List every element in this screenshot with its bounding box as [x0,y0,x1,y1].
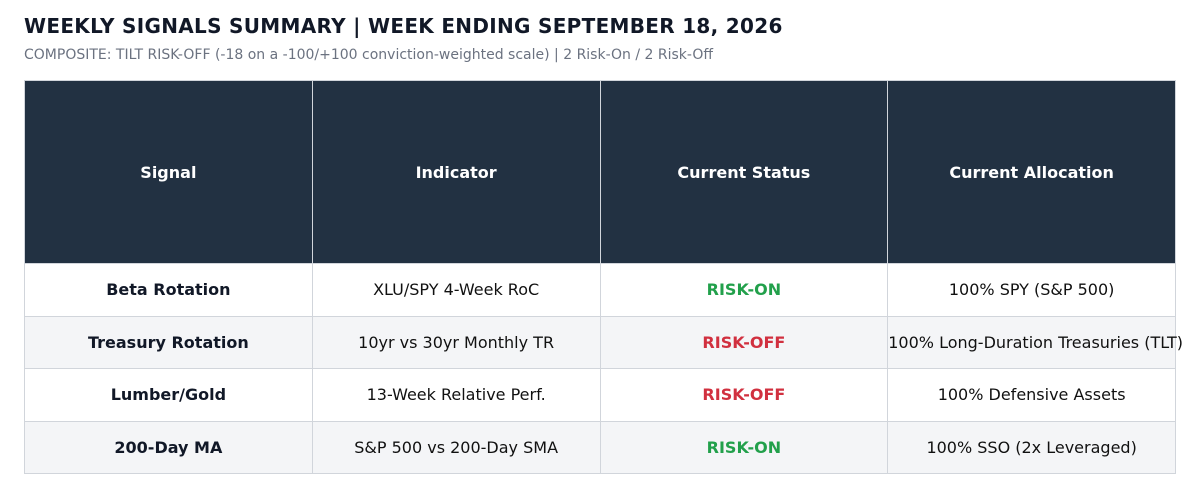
table-cell: 100% Long-Duration Treasuries (TLT) [887,315,1183,369]
column-header: Signal [24,80,313,264]
table-row: Lumber/Gold 13-Week Relative Perf. RISK-OF… [24,368,1176,422]
table-cell: 200-Day MA [24,420,313,474]
status-cell: RISK-ON [599,420,889,474]
subtitle: COMPOSITE: TILT RISK-OFF (-18 on a -100/… [24,47,714,63]
table-row: 200-Day MA S&P 500 vs 200-Day SMA RISK-ON 1… [24,420,1176,474]
title: WEEKLY SIGNALS SUMMARY | WEEK ENDING SEP… [24,14,783,38]
column-header: Current Status [599,80,889,264]
signals-table: Signal Indicator Current Status Current All… [24,80,1183,474]
table-cell: 100% Defensive Assets [887,368,1176,422]
status-cell: RISK-ON [599,263,889,317]
status-cell: RISK-OFF [599,315,889,369]
column-header: Indicator [311,80,601,264]
column-header: Current Allocation [887,80,1176,264]
table-cell: Treasury Rotation [24,315,313,369]
table-row: Beta Rotation XLU/SPY 4-Week RoC RISK-ON 10… [24,263,1176,317]
table-cell: 13-Week Relative Perf. [311,368,601,422]
table-cell: XLU/SPY 4-Week RoC [311,263,601,317]
table-row: Treasury Rotation 10yr vs 30yr Monthly TR… [24,315,1183,369]
table-cell: Beta Rotation [24,263,313,317]
table-cell: Lumber/Gold [24,368,313,422]
table-cell: 100% SPY (S&P 500) [887,263,1176,317]
table-cell: 10yr vs 30yr Monthly TR [311,315,601,369]
table-cell: S&P 500 vs 200-Day SMA [311,420,601,474]
status-cell: RISK-OFF [599,368,889,422]
table-cell: 100% SSO (2x Leveraged) [887,420,1176,474]
